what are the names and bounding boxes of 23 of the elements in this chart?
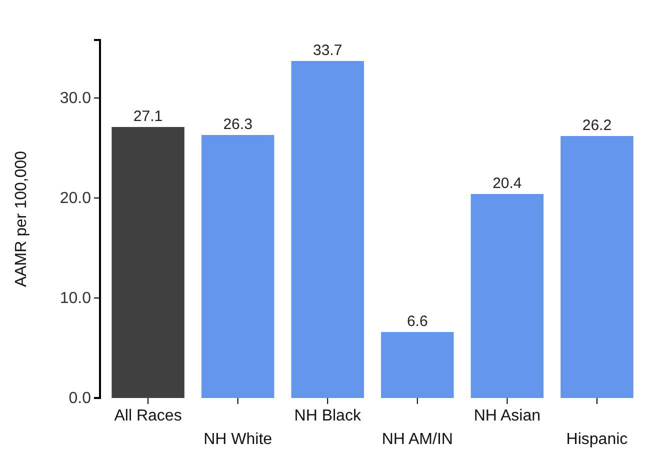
bar — [112, 127, 184, 398]
data-label: 20.4 — [492, 175, 522, 192]
data-label: 27.1 — [133, 108, 163, 125]
y-axis-title: AAMR per 100,000 — [13, 150, 30, 288]
data-label: 33.7 — [313, 42, 342, 59]
bar — [381, 332, 454, 398]
x-tick-label: Hispanic — [566, 430, 628, 448]
bar — [470, 194, 544, 398]
x-tick-label: NH AM/IN — [382, 430, 453, 448]
y-tick-label: 0.0 — [68, 390, 92, 408]
y-tick-label: 30.0 — [60, 90, 92, 108]
data-label: 6.6 — [406, 313, 428, 330]
y-tick-label: 20.0 — [60, 190, 92, 208]
bar — [291, 61, 364, 398]
x-tick-label: NH Black — [294, 408, 362, 425]
data-label: 26.2 — [582, 117, 612, 134]
bar — [560, 136, 634, 398]
bar — [201, 135, 274, 398]
data-label: 26.3 — [223, 116, 252, 133]
x-tick-label: NH Asian — [474, 408, 541, 425]
y-tick-label: 10.0 — [60, 290, 92, 308]
x-tick-label: All Races — [114, 408, 182, 425]
x-tick-label: NH White — [204, 430, 272, 448]
